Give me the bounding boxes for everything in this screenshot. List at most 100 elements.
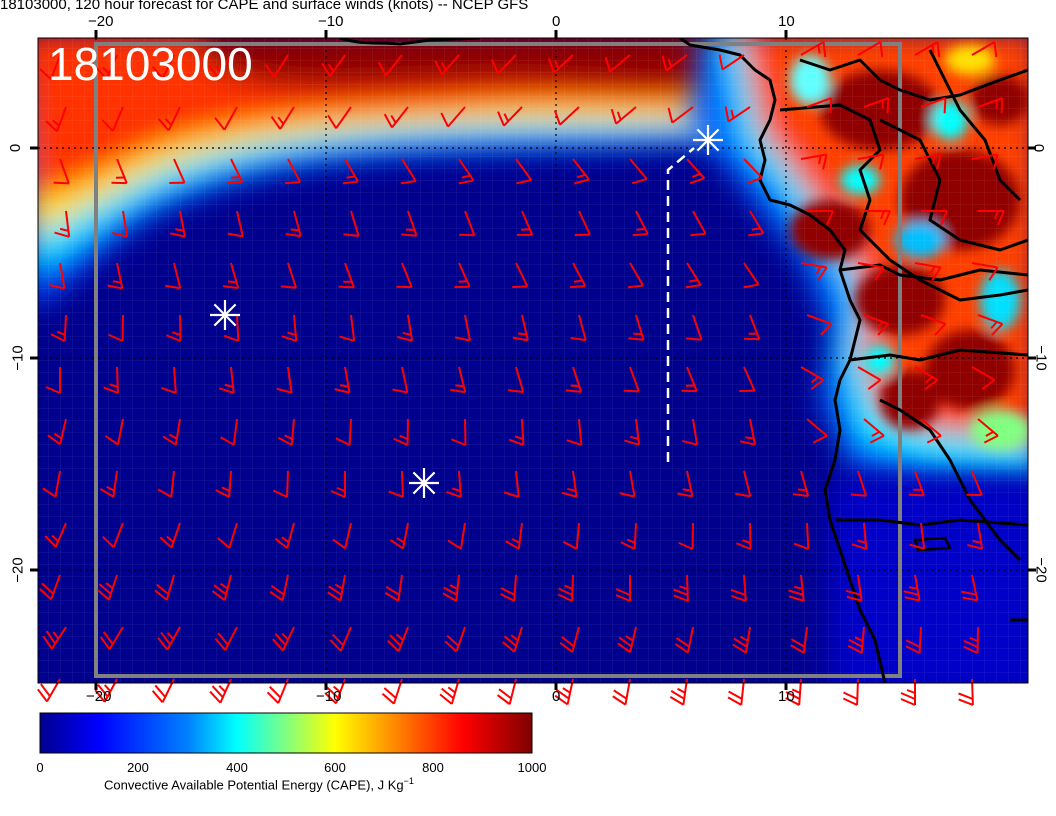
wind-barb: [396, 262, 413, 289]
wind-barb: [863, 314, 890, 336]
wind-barb: [857, 366, 882, 390]
wind-barb: [620, 522, 637, 550]
wind-barb: [920, 314, 947, 336]
wind-barb: [718, 54, 745, 71]
wind-barb: [272, 626, 295, 652]
wind-barb: [507, 366, 525, 393]
axis-ticks: [30, 30, 1036, 690]
wind-barb: [459, 210, 476, 237]
wind-barb: [905, 626, 922, 654]
wind-barb: [165, 314, 182, 342]
wind-barb: [667, 106, 694, 124]
wind-barb: [327, 106, 352, 129]
wind-barb: [978, 210, 1005, 226]
wind-barb: [53, 158, 70, 185]
wind-barb: [112, 210, 129, 238]
wind-barb: [561, 470, 578, 498]
wind-barb: [339, 314, 356, 342]
wind-barb: [383, 106, 409, 129]
wind-barb: [440, 106, 466, 128]
wind-barb: [857, 41, 884, 58]
wind-barb: [45, 367, 61, 394]
wind-barb: [914, 262, 942, 281]
lat-right-tick: 0: [1030, 143, 1048, 153]
wind-barb: [566, 418, 583, 446]
wind-barb: [864, 210, 891, 226]
wind-barb: [661, 54, 688, 72]
wind-barb: [324, 678, 346, 705]
date-stamp: 18103000: [48, 38, 253, 90]
wind-barb: [914, 366, 939, 390]
wind-barb: [682, 418, 699, 446]
wind-barb: [681, 366, 698, 393]
map-frame: [37, 37, 1029, 684]
wind-barb: [442, 574, 460, 602]
wind-barb: [165, 262, 182, 290]
wind-barb: [96, 574, 118, 601]
wind-barb: [977, 97, 1004, 114]
wind-barb: [739, 366, 756, 392]
wind-barb: [744, 314, 761, 341]
domain-box: [94, 42, 902, 678]
wind-barb: [512, 314, 529, 342]
wind-barb: [788, 574, 805, 602]
wind-barb: [863, 97, 890, 114]
lat-left-tick: −10: [9, 345, 27, 371]
wind-barb: [321, 54, 346, 77]
wind-barb: [629, 158, 648, 185]
wind-barb: [857, 153, 885, 170]
wind-barb: [920, 97, 947, 114]
wind-barb: [559, 626, 580, 653]
wind-barb: [154, 574, 175, 601]
wind-barb: [335, 418, 352, 446]
wind-barb: [392, 366, 409, 394]
wind-barb: [735, 522, 752, 550]
wind-barb: [857, 262, 885, 281]
colorbar-tick: 200: [127, 760, 149, 775]
lat-left-tick: −20: [9, 557, 27, 583]
wind-barb: [227, 158, 244, 185]
wind-barb: [724, 106, 751, 123]
colorbar-tick: 400: [226, 760, 248, 775]
wind-barb: [42, 470, 61, 498]
wind-barb: [793, 522, 810, 550]
wind-barb: [95, 54, 118, 80]
wind-barb: [673, 574, 689, 602]
wind-barb: [343, 210, 360, 237]
wind-barb: [101, 106, 124, 132]
colorbar-tick: 0: [36, 760, 44, 775]
wind-barb: [454, 262, 471, 288]
wind-barb: [502, 626, 523, 653]
colorbar-tick: 1000: [517, 760, 547, 775]
wind-barb: [169, 158, 186, 184]
wind-barb: [269, 574, 289, 602]
wind-barb: [223, 314, 240, 342]
lon-top-tick: 0: [552, 13, 561, 30]
wind-barb: [108, 314, 124, 342]
wind-barb: [277, 418, 295, 446]
wind-barb: [790, 626, 808, 654]
wind-barb: [735, 470, 752, 498]
wind-barb: [44, 522, 67, 548]
wind-barb: [903, 574, 921, 602]
wind-barb: [107, 262, 124, 290]
cape-field: [38, 38, 1028, 683]
wind-barb: [562, 522, 580, 550]
wind-barb: [619, 470, 636, 498]
wind-barb: [565, 366, 582, 393]
storm-track: [666, 147, 695, 462]
wind-barb: [47, 418, 67, 446]
wind-barb: [850, 470, 867, 497]
wind-barb: [554, 678, 574, 706]
wind-barb: [921, 210, 948, 226]
wind-barb: [99, 626, 124, 650]
wind-barb: [151, 54, 175, 80]
wind-barb: [280, 262, 297, 289]
wind-barb: [454, 314, 471, 342]
wind-barb: [628, 314, 645, 341]
wind-barb: [570, 314, 587, 342]
wind-barb: [330, 471, 346, 498]
wind-barb: [739, 418, 756, 446]
lat-right-tick: −20: [1032, 557, 1050, 583]
